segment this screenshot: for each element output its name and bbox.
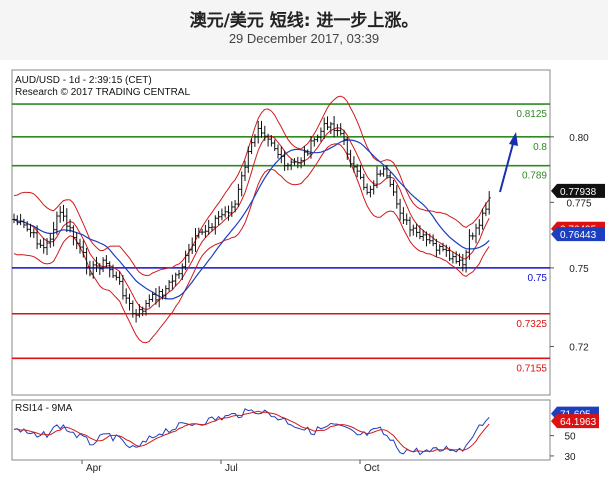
y-tick-label: 0.775: [566, 198, 591, 209]
y-tick-label: 0.80: [569, 133, 589, 144]
rsi-tag-box: [551, 414, 599, 429]
price-tag-box: [551, 227, 605, 242]
projection-arrow: [499, 139, 515, 193]
y-tick-label: 0.72: [569, 343, 589, 354]
page-subtitle: 29 December 2017, 03:39: [228, 31, 380, 46]
x-tick-label: Oct: [364, 463, 380, 474]
x-tick-label: Jul: [225, 463, 238, 474]
rsi-title: RSI14 - 9MA: [15, 403, 73, 414]
price-tag-box: [551, 183, 605, 198]
level-label: 0.8125: [516, 109, 547, 120]
rsi-panel: [11, 399, 551, 461]
level-lines: 0.8125 0.8 0.789 0.75 0.7325 0.7155: [12, 103, 550, 374]
level-label: 0.8: [533, 142, 547, 153]
chart-credit: Research © 2017 TRADING CENTRAL: [15, 87, 190, 98]
price-tag-label: 0.76443: [560, 230, 597, 241]
page-header: 澳元/美元 短线: 进一步上涨。 29 December 2017, 03:39: [0, 0, 608, 60]
moving-average-red-line: [13, 127, 490, 310]
rsi-tag-label: 64.1963: [560, 417, 597, 428]
moving-average-blue-line: [13, 139, 490, 300]
price-tag-label: 0.77938: [560, 187, 597, 198]
rsi-y-tick-label: 50: [564, 432, 576, 443]
y-tick-label: 0.75: [569, 264, 589, 275]
axes: 0.80 0.775 0.75 0.72 50 30 Apr Jul Oct: [81, 133, 592, 474]
x-tick-label: Apr: [86, 463, 102, 474]
level-label: 0.7155: [516, 363, 547, 374]
level-label: 0.75: [528, 273, 548, 284]
chart-title: AUD/USD - 1d - 2:39:15 (CET): [15, 75, 152, 86]
projection-arrow-head: [509, 132, 518, 146]
page-title: 澳元/美元 短线: 进一步上涨。: [189, 11, 419, 31]
main-panel: [11, 69, 551, 396]
level-label: 0.7325: [516, 319, 547, 330]
ohlc-bars: [12, 115, 491, 323]
level-label: 0.789: [522, 171, 547, 182]
rsi-ma-line: [13, 410, 490, 453]
rsi-y-tick-label: 30: [564, 452, 576, 463]
rsi-series: [13, 408, 490, 456]
bollinger-upper-line: [13, 95, 490, 277]
